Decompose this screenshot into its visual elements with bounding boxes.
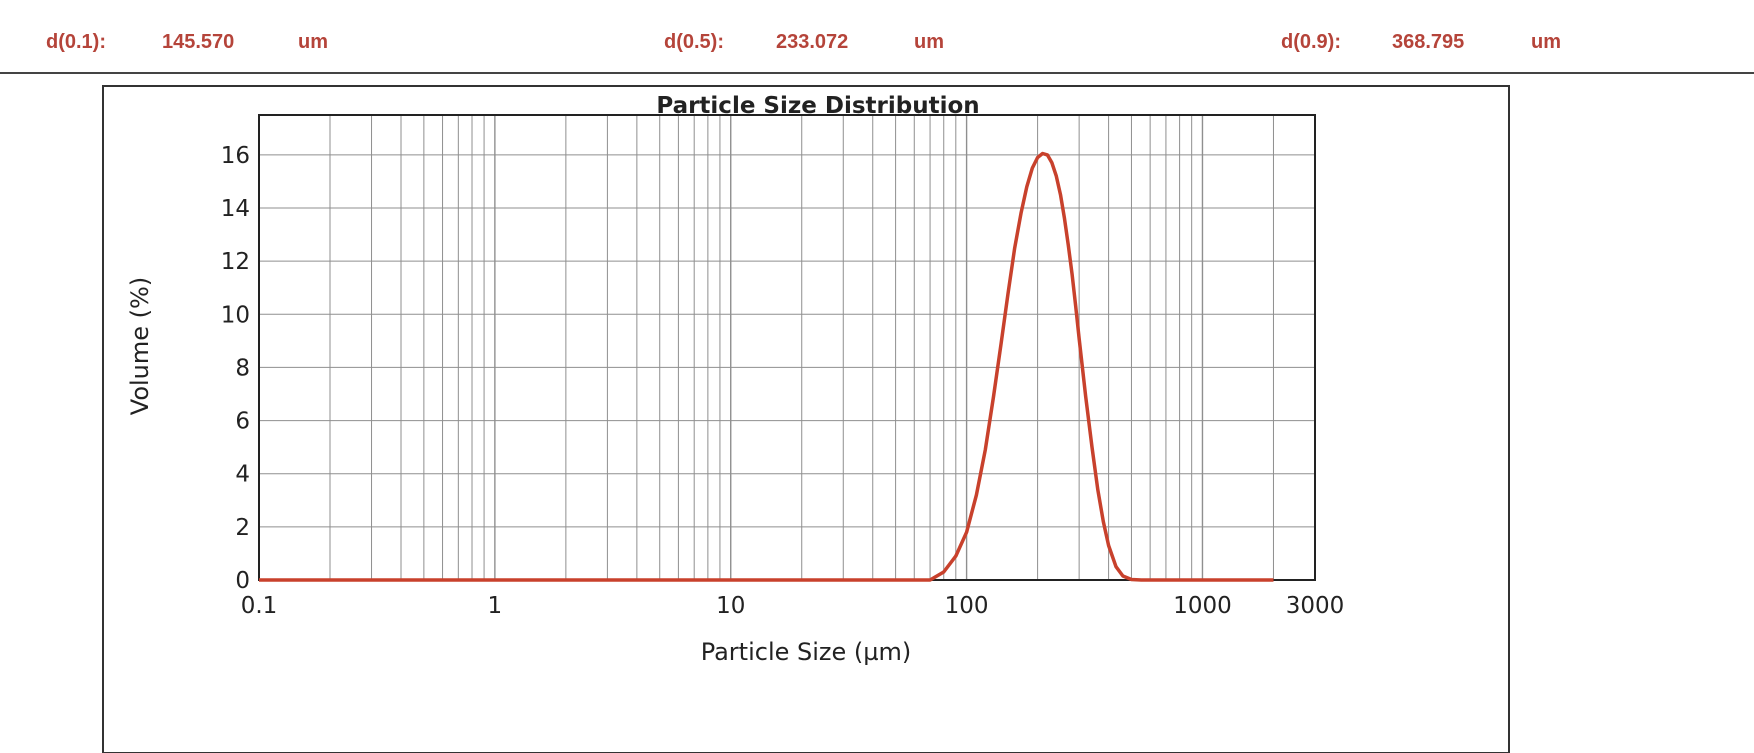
d10-label: d(0.1): — [46, 31, 106, 53]
y-axis-label: Volume (%) — [126, 277, 154, 415]
x-tick-label: 0.1 — [241, 593, 278, 619]
chart-title: Particle Size Distribution — [656, 93, 979, 119]
header-divider — [0, 72, 1754, 74]
d90-label: d(0.9): — [1281, 31, 1341, 53]
x-tick-label: 3000 — [1286, 593, 1345, 619]
chart-frame — [102, 85, 1510, 753]
x-axis-label: Particle Size (µm) — [701, 638, 912, 666]
y-tick-label: 4 — [235, 462, 250, 488]
y-tick-label: 14 — [221, 196, 250, 222]
y-tick-label: 12 — [221, 249, 250, 275]
statistics-row: d(0.1): 145.570 um d(0.5): 233.072 um d(… — [0, 0, 1754, 90]
d10-value: 145.570 — [162, 31, 235, 53]
y-tick-label: 6 — [235, 409, 250, 435]
x-tick-label: 1 — [488, 593, 503, 619]
x-tick-label: 10 — [716, 593, 745, 619]
d50-value: 233.072 — [776, 31, 849, 53]
x-tick-label: 1000 — [1173, 593, 1232, 619]
y-tick-label: 0 — [235, 568, 250, 594]
d90-unit: um — [1531, 31, 1561, 53]
x-tick-label: 100 — [945, 593, 989, 619]
d10-unit: um — [298, 31, 328, 53]
d50-unit: um — [914, 31, 944, 53]
y-tick-label: 8 — [235, 355, 250, 381]
series-line — [259, 151, 1274, 582]
grid — [259, 115, 1315, 580]
tick-labels: 0.1 1 10 100 1000 3000 0 2 4 6 8 10 12 14 16 — [221, 143, 1345, 619]
d50-label: d(0.5): — [664, 31, 724, 53]
plot-area — [258, 114, 1316, 581]
y-tick-label: 10 — [221, 302, 250, 328]
d90-value: 368.795 — [1392, 31, 1465, 53]
y-tick-label: 16 — [221, 143, 250, 169]
y-tick-label: 2 — [235, 515, 250, 541]
